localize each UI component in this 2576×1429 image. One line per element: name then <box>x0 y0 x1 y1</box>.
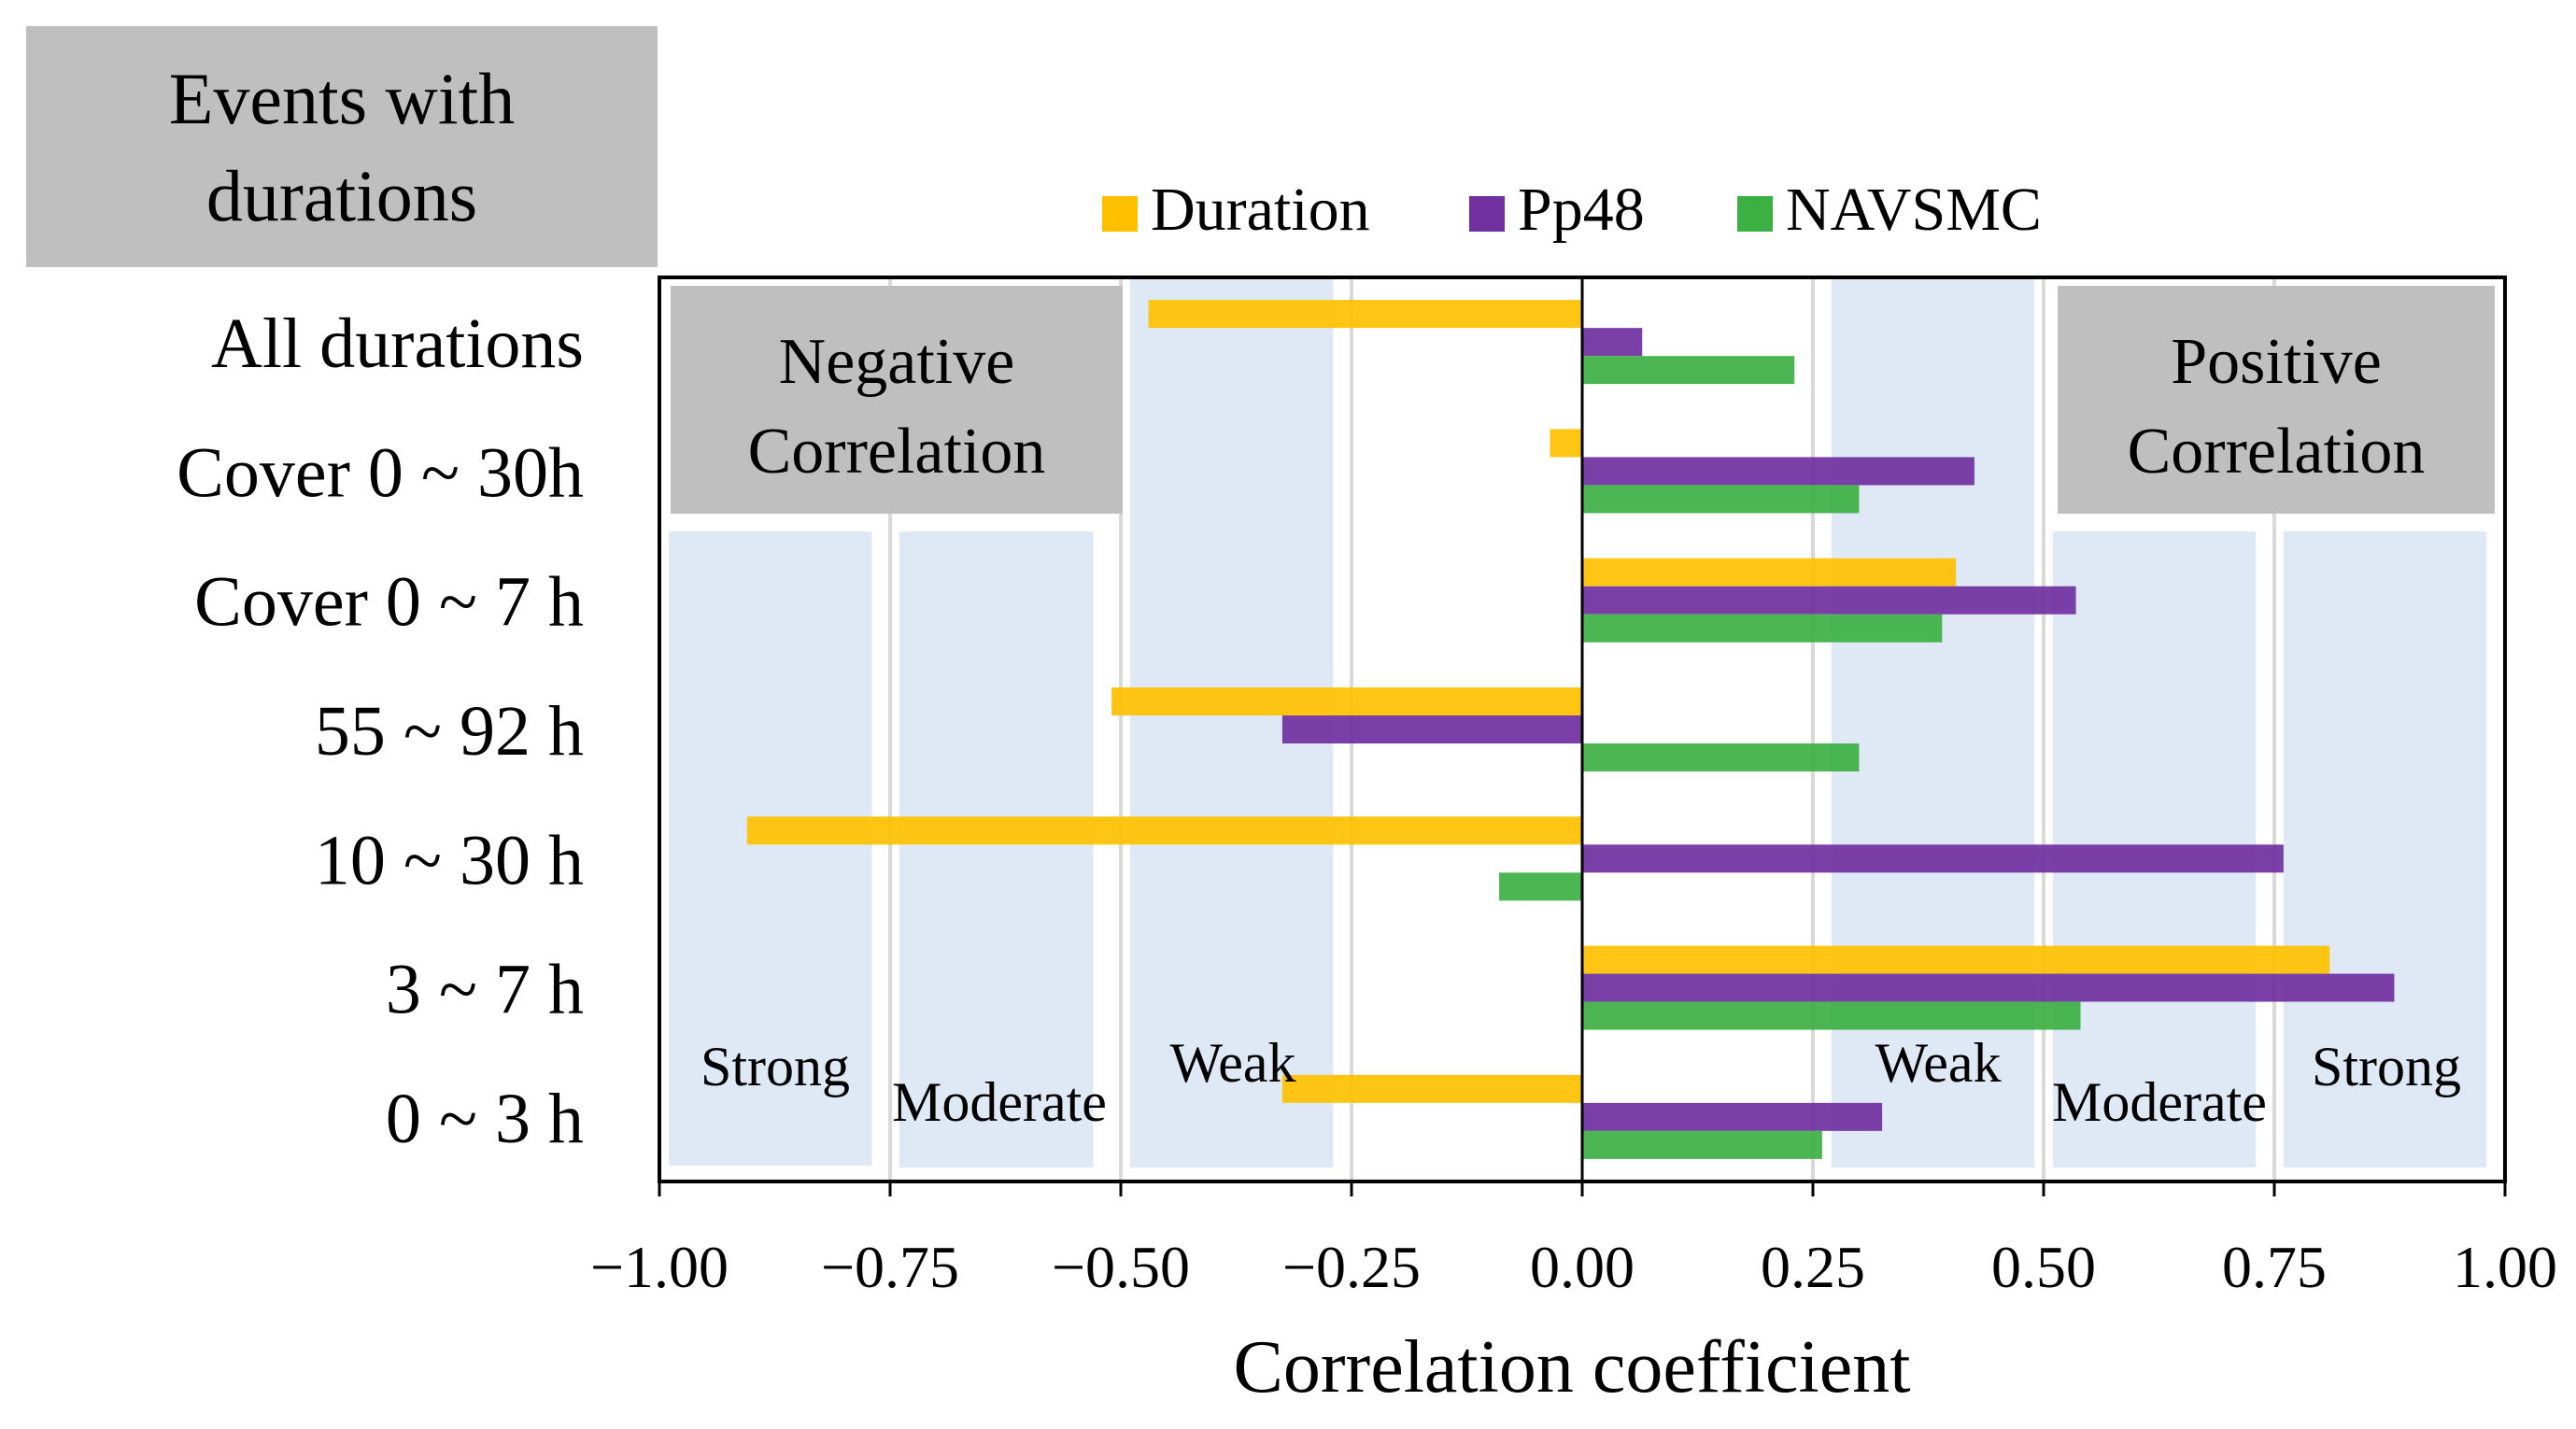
bar-pp48-0 <box>1582 328 1643 357</box>
header-box-text: durations <box>206 155 477 236</box>
x-tick-label: 1.00 <box>2453 1234 2557 1300</box>
negative-correlation-label: Correlation <box>748 416 1046 488</box>
bar-navsmc-3 <box>1582 743 1860 771</box>
x-tick-label: −0.50 <box>1052 1234 1190 1300</box>
bar-duration-0 <box>1148 300 1582 329</box>
legend-label-duration: Duration <box>1151 176 1370 244</box>
category-label: Cover 0 ~ 30h <box>177 433 584 512</box>
bar-duration-5 <box>1582 945 2330 974</box>
x-tick-label: 0.75 <box>2222 1234 2327 1300</box>
category-label: Cover 0 ~ 7 h <box>194 563 584 642</box>
negative-correlation-box <box>671 286 1123 514</box>
x-tick-label: −0.75 <box>821 1234 959 1300</box>
category-label: 55 ~ 92 h <box>315 692 584 771</box>
header-box <box>26 26 658 267</box>
negative-correlation-label: Negative <box>779 326 1015 398</box>
legend-swatch-navsmc <box>1737 196 1773 232</box>
strength-label-strong: Strong <box>2312 1036 2461 1097</box>
bar-pp48-4 <box>1582 844 2284 873</box>
bar-duration-4 <box>746 816 1582 845</box>
strength-label-strong: Strong <box>701 1036 850 1097</box>
strength-label-weak: Weak <box>1169 1032 1295 1094</box>
bar-duration-6 <box>1281 1074 1582 1103</box>
x-tick-label: 0.00 <box>1530 1234 1635 1300</box>
header-box-text: Events with <box>169 58 515 139</box>
x-axis-label: Correlation coefficient <box>1234 1326 1911 1408</box>
bar-duration-3 <box>1111 687 1582 715</box>
bar-navsmc-2 <box>1582 614 1943 643</box>
category-label: 0 ~ 3 h <box>386 1080 584 1158</box>
x-tick-label: 0.50 <box>1991 1234 2096 1300</box>
strength-band-strong <box>668 531 872 1166</box>
category-label: All durations <box>211 304 584 383</box>
bar-pp48-3 <box>1281 715 1582 743</box>
legend-swatch-duration <box>1102 196 1138 232</box>
positive-correlation-label: Positive <box>2171 326 2382 398</box>
bar-navsmc-1 <box>1582 485 1860 514</box>
bar-pp48-2 <box>1582 586 2076 615</box>
strength-label-weak: Weak <box>1875 1032 2001 1094</box>
bar-navsmc-6 <box>1582 1130 1822 1159</box>
x-tick-label: −1.00 <box>590 1234 729 1300</box>
bar-navsmc-5 <box>1582 1001 2081 1030</box>
strength-label-moderate: Moderate <box>2052 1071 2267 1133</box>
bar-pp48-1 <box>1582 457 1974 486</box>
category-label: 3 ~ 7 h <box>386 951 584 1029</box>
x-tick-label: −0.25 <box>1282 1234 1421 1300</box>
bar-navsmc-4 <box>1499 872 1582 901</box>
bar-duration-1 <box>1550 429 1582 458</box>
strength-band-strong <box>2283 531 2487 1167</box>
strength-band-moderate <box>899 531 1094 1167</box>
category-label: 10 ~ 30 h <box>315 821 584 899</box>
positive-correlation-label: Correlation <box>2128 416 2426 488</box>
bar-pp48-6 <box>1582 1102 1883 1131</box>
legend-label-navsmc: NAVSMC <box>1786 176 2042 244</box>
positive-correlation-box <box>2058 286 2495 514</box>
bar-navsmc-0 <box>1582 356 1795 385</box>
legend-swatch-pp48 <box>1469 196 1505 232</box>
x-tick-label: 0.25 <box>1761 1234 1865 1300</box>
bar-pp48-5 <box>1582 973 2395 1002</box>
legend-label-pp48: Pp48 <box>1518 176 1645 244</box>
bar-duration-2 <box>1582 558 1957 587</box>
strength-label-moderate: Moderate <box>892 1071 1107 1133</box>
